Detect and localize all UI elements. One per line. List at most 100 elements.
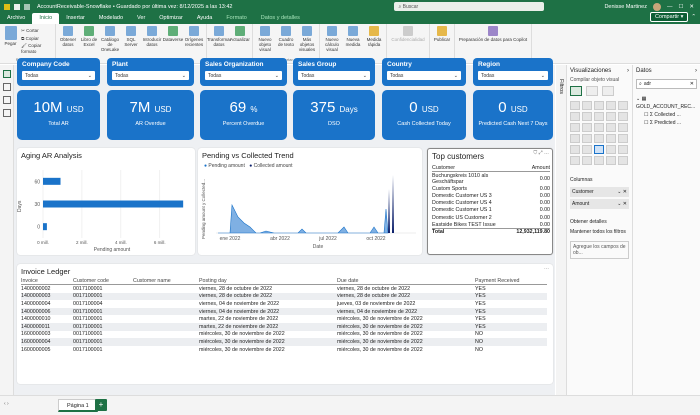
decomposition-tree-icon[interactable] — [594, 156, 604, 165]
focus-icon[interactable]: ⤢ — [538, 150, 543, 156]
user-name[interactable]: Denisse Martinez — [604, 3, 647, 10]
area-chart-icon[interactable] — [582, 112, 592, 121]
table-row[interactable]: 1400000004 0017100004 viernes, 04 de novie… — [21, 300, 547, 308]
sensitivity-button[interactable]: Confidencialidad — [390, 26, 426, 57]
slicer-plant[interactable]: Plant Todas ⌄ — [107, 58, 194, 86]
publish-button[interactable]: Publicar — [433, 26, 451, 57]
column-header[interactable]: Customer code — [73, 278, 109, 284]
ribbon-collapse-icon[interactable]: ⌃ — [691, 14, 696, 20]
add-page-button[interactable]: + — [95, 399, 107, 411]
stacked-bar-icon[interactable] — [570, 101, 580, 110]
kpi-percent-overdue[interactable]: 69 % Percent Overdue — [200, 90, 287, 140]
build-visual-icon[interactable] — [570, 86, 582, 96]
column-header[interactable]: Posting day — [199, 278, 227, 284]
column-header[interactable]: Customer — [432, 165, 455, 171]
kpi-cash-collected[interactable]: 0 USD Cash Collected Today — [382, 90, 466, 140]
collapse-pane-icon[interactable]: › — [695, 68, 697, 74]
new-visual-button[interactable]: Nuevo objeto visual — [256, 26, 274, 57]
python-visual-icon[interactable] — [570, 156, 580, 165]
funnel-icon[interactable] — [582, 123, 592, 132]
onelake-button[interactable]: Catálogo de OneLake — [101, 26, 119, 57]
table-row[interactable]: Domestic Customer US 4 0.00 — [432, 200, 550, 207]
stacked-column-icon[interactable] — [582, 101, 592, 110]
analytics-icon[interactable] — [602, 86, 614, 96]
table-row[interactable]: Eastside Bikes TEST Issue 0.00 — [432, 221, 550, 229]
sql-server-button[interactable]: SQL Server — [122, 26, 140, 57]
format-painter-button[interactable]: 🖌 Copiar formato — [21, 43, 52, 54]
waterfall-icon[interactable] — [570, 123, 580, 132]
collapse-pane-icon[interactable]: › — [627, 68, 629, 74]
kpi-ar-overdue[interactable]: 7M USD AR Overdue — [107, 90, 194, 140]
more-visuals-icon[interactable] — [618, 156, 628, 165]
qa-icon[interactable] — [606, 156, 616, 165]
column-header[interactable]: Due date — [337, 278, 359, 284]
kpi-predicted-cash[interactable]: 0 USD Predicted Cash Next 7 Days — [473, 90, 553, 140]
donut-chart-icon[interactable] — [618, 123, 628, 132]
bar[interactable] — [43, 223, 47, 231]
cut-button[interactable]: ✂ Cortar — [21, 28, 52, 34]
maximize-icon[interactable]: ☐ — [678, 3, 684, 10]
avatar[interactable] — [652, 2, 661, 11]
card-icon[interactable] — [618, 134, 628, 143]
dax-view-icon[interactable] — [3, 109, 11, 117]
drillthrough-dropzone[interactable]: Agregue los campos de ob... — [570, 241, 629, 259]
slicer-icon[interactable] — [582, 145, 592, 154]
column-header[interactable]: Payment Received — [475, 278, 520, 284]
tab-ver[interactable]: Ver — [137, 15, 146, 21]
transform-data-button[interactable]: Transformar datos — [207, 26, 231, 57]
slicer-region[interactable]: Region Todas ⌄ — [473, 58, 553, 86]
table-visual-icon[interactable] — [594, 145, 604, 154]
model-view-icon[interactable] — [3, 96, 11, 104]
slicer-sales-organization[interactable]: Sales Organization Todas ⌄ — [200, 58, 287, 86]
more-visuals-button[interactable]: Más objetos visuales — [298, 26, 316, 57]
top-customers-card[interactable]: Top customers ⛉ ⤢ … Customer Amount Buch… — [427, 148, 553, 255]
slicer-dropdown[interactable]: Todas ⌄ — [205, 71, 282, 80]
tree-field-collected[interactable]: ☐ Σ Collected ... — [636, 111, 697, 119]
tree-field-predicted[interactable]: ☐ Σ Predicted ... — [636, 119, 697, 127]
trend-chart-card[interactable]: Pending vs Collected Trend ● Pending amo… — [198, 148, 422, 255]
tab-formato[interactable]: Formato — [226, 15, 247, 21]
clear-icon[interactable]: ✕ — [689, 81, 694, 87]
table-row[interactable]: 1400000002 0017100001 viernes, 28 de octub… — [21, 285, 547, 293]
kpi-icon[interactable] — [570, 145, 580, 154]
table-row[interactable]: 1400000010 0017100001 martes, 22 de noviem… — [21, 315, 547, 323]
text-box-button[interactable]: Cuadro de texto — [277, 26, 295, 57]
treemap-icon[interactable] — [570, 134, 580, 143]
map-icon[interactable] — [582, 134, 592, 143]
filter-icon[interactable]: ⛉ — [533, 150, 538, 156]
slicer-dropdown[interactable]: Todas ⌄ — [112, 71, 189, 80]
stacked-100-bar-icon[interactable] — [618, 101, 628, 110]
table-row[interactable]: 1600000003 0017100001 miércoles, 30 de nov… — [21, 331, 547, 339]
excel-button[interactable]: Libro de Excel — [80, 26, 98, 57]
table-view-icon[interactable] — [3, 83, 11, 91]
line-column-icon[interactable] — [606, 112, 616, 121]
share-button[interactable]: Compartir ▾ — [649, 12, 689, 22]
table-row[interactable]: Domestic Customer US 1 0.00 — [432, 207, 550, 214]
table-row[interactable]: Custom Sports 0.00 — [432, 185, 550, 192]
stacked-area-icon[interactable] — [594, 112, 604, 121]
column-header[interactable]: Invoice — [21, 278, 38, 284]
refresh-button[interactable]: Actualizar — [230, 26, 250, 57]
bar[interactable] — [43, 200, 184, 208]
new-visual-calc-button[interactable]: Nuevo cálculo visual — [323, 26, 341, 57]
more-options-icon[interactable]: … — [544, 150, 549, 156]
ribbon-chart-icon[interactable] — [618, 112, 628, 121]
filters-pane-collapsed[interactable]: Filtros — [556, 65, 567, 395]
field-pill-customer[interactable]: Customer ⌄ ✕ — [570, 187, 629, 197]
table-row[interactable]: 1600000005 0017100001 miércoles, 30 de nov… — [21, 346, 547, 354]
close-icon[interactable]: ✕ — [689, 3, 694, 10]
enter-data-button[interactable]: Introducir datos — [143, 26, 161, 57]
copilot-prep-button[interactable]: Preparación de datos para Copilot — [458, 26, 528, 57]
key-influencers-icon[interactable] — [582, 156, 592, 165]
clustered-column-icon[interactable] — [606, 101, 616, 110]
collected-area[interactable] — [388, 175, 394, 233]
slicer-company-code[interactable]: Company Code Todas ⌄ — [17, 58, 100, 86]
new-measure-button[interactable]: Nueva medida — [344, 26, 362, 57]
table-row[interactable]: Buchungskreis 1010 als Geschäftspar 0.00 — [432, 172, 550, 186]
column-header[interactable]: Customer name — [133, 278, 171, 284]
field-pill-amount[interactable]: Amount ⌄ ✕ — [570, 199, 629, 209]
dataverse-button[interactable]: Dataverse — [163, 26, 183, 57]
aging-chart-card[interactable]: Aging AR Analysis Days Pending amount 0 … — [17, 148, 195, 255]
table-row[interactable]: 1400000003 0017100001 viernes, 28 de octub… — [21, 292, 547, 301]
r-visual-icon[interactable] — [618, 145, 628, 154]
